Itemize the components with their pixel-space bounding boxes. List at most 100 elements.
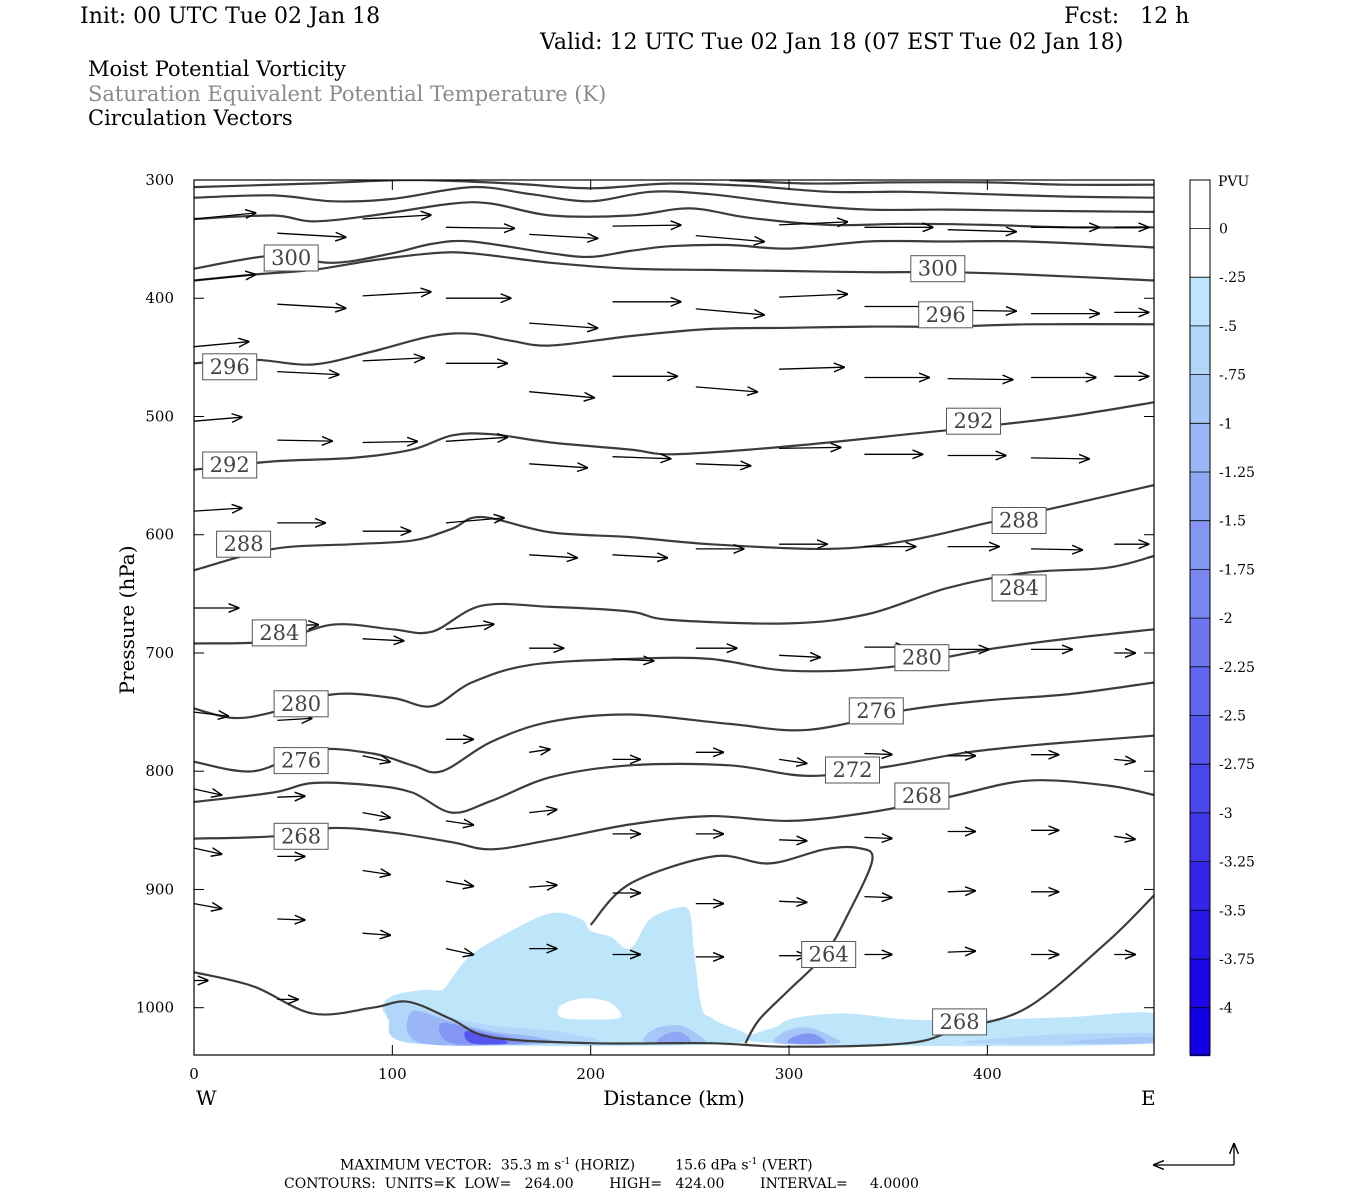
circulation-vector: [947, 891, 975, 892]
x-axis-label: Distance (km): [603, 1086, 745, 1110]
y-axis-label: Pressure (hPa): [115, 546, 139, 695]
colorbar-swatch: [1190, 910, 1210, 959]
x-tick-label: 100: [378, 1065, 407, 1083]
theta-contour-300: [194, 239, 1154, 270]
circulation-vector: [1030, 549, 1082, 550]
contour-label-text: 268: [281, 824, 321, 848]
contour-label-276: 276: [848, 697, 904, 725]
theta-contour-264: [589, 845, 874, 1044]
circulation-vector: [362, 871, 390, 875]
contour-label-text: 300: [271, 246, 311, 270]
colorbar-swatch: [1190, 569, 1210, 618]
circulation-vector: [362, 358, 424, 361]
contour-label-box: [946, 407, 1001, 435]
circulation-vector: [779, 294, 847, 297]
circulation-vector: [529, 749, 549, 752]
contour-label-box: [216, 530, 272, 558]
circulation-vector: [277, 919, 304, 920]
contour-label-288: 288: [991, 507, 1047, 534]
y-tick-label: 800: [145, 762, 174, 780]
circulation-vector: [779, 447, 840, 448]
circulation-vector: [779, 759, 806, 763]
circulation-vector: [947, 379, 1013, 380]
circulation-vector: [362, 292, 431, 296]
x-axis-west-label: W: [196, 1086, 217, 1110]
contour-label-280: 280: [894, 644, 950, 672]
x-tick-label: 400: [973, 1065, 1002, 1083]
circulation-vector: [362, 756, 390, 762]
contour-label-text: 292: [210, 453, 250, 477]
circulation-vector: [362, 933, 390, 935]
theta-contour-304: [194, 201, 1154, 229]
circulation-vector: [277, 796, 304, 797]
circulation-vector: [612, 457, 671, 459]
contour-label-288: 288: [216, 530, 272, 558]
theta-contour-296: [194, 251, 1154, 282]
forecast-hour: Fcst: 12 h: [1064, 4, 1190, 29]
circulation-vector: [612, 555, 667, 558]
colorbar-unit: PVU: [1218, 174, 1250, 190]
y-tick-label: 1000: [136, 999, 174, 1017]
theta-contour-288: [194, 484, 1154, 572]
colorbar-swatch: [1190, 471, 1210, 521]
circulation-vector: [864, 837, 891, 838]
colorbar-label: -1.5: [1219, 514, 1246, 530]
contour-label-272: 272: [825, 756, 880, 784]
contour-label-text: 268: [902, 784, 942, 808]
field-title-vectors: Circulation Vectors: [88, 106, 293, 130]
circulation-vector: [362, 639, 404, 641]
circulation-vector: [529, 810, 556, 813]
contour-label-box: [910, 255, 966, 283]
contour-label-text: 300: [918, 257, 958, 281]
circulation-vector: [194, 275, 255, 282]
x-tick-label: 0: [189, 1065, 199, 1083]
circulation-vector: [612, 659, 654, 661]
pv-region: [464, 1031, 508, 1045]
y-tick-label: 400: [145, 289, 174, 307]
colorbar-swatch: [1190, 520, 1210, 570]
contours-info-line: CONTOURS: UNITS=K LOW= 264.00 HIGH= 424.…: [284, 1176, 919, 1192]
y-tick-label: 900: [145, 880, 174, 898]
colorbar-label: -.25: [1219, 270, 1246, 286]
contour-label-300: 300: [263, 244, 319, 272]
circulation-vector: [194, 904, 221, 909]
pv-region: [787, 1033, 826, 1045]
x-tick-label: 300: [775, 1065, 804, 1083]
theta-contour-268: [194, 779, 1154, 851]
colorbar-swatch: [1190, 812, 1210, 862]
circulation-vector: [194, 712, 228, 716]
contour-label-268: 268: [932, 1008, 988, 1036]
theta-contour-308: [194, 185, 1154, 213]
contour-label-box: [273, 690, 329, 718]
colorbar-swatch: [1190, 764, 1210, 813]
circulation-vector: [529, 555, 577, 558]
contour-label-296: 296: [202, 353, 258, 381]
contour-label-box: [801, 941, 857, 968]
contour-label-280: 280: [273, 690, 329, 718]
contour-label-box: [991, 507, 1047, 534]
contour-label-box: [825, 756, 880, 784]
circulation-vector: [695, 387, 757, 392]
theta-contour-296: [194, 323, 1154, 366]
colorbar-swatch: [1190, 715, 1210, 764]
contour-label-text: 284: [999, 576, 1039, 600]
axes: 300 400 500 600 700 800 900 1000 0 100 200 300 400: [136, 171, 1154, 1083]
circulation-vector: [445, 881, 473, 886]
y-tick-label: 300: [145, 171, 174, 189]
contour-label-text: 292: [953, 409, 993, 433]
colorbar-label: -1.25: [1219, 465, 1255, 481]
theta-contour-268: [194, 894, 1154, 1048]
circulation-vector: [1114, 836, 1134, 839]
contour-label-box: [263, 244, 319, 272]
colorbar-swatch: [1190, 617, 1210, 667]
contour-label-text: 276: [856, 699, 896, 723]
circulation-vector: [1114, 759, 1134, 761]
contour-label-text: 296: [926, 303, 966, 327]
circulation-vector: [779, 367, 844, 369]
y-tick-label: 500: [145, 407, 174, 425]
circulation-vector: [277, 233, 345, 237]
theta-contours: [194, 180, 1154, 1048]
contour-label-264: 264: [801, 941, 857, 968]
circulation-vector: [194, 417, 242, 421]
circulation-vector: [194, 508, 242, 511]
